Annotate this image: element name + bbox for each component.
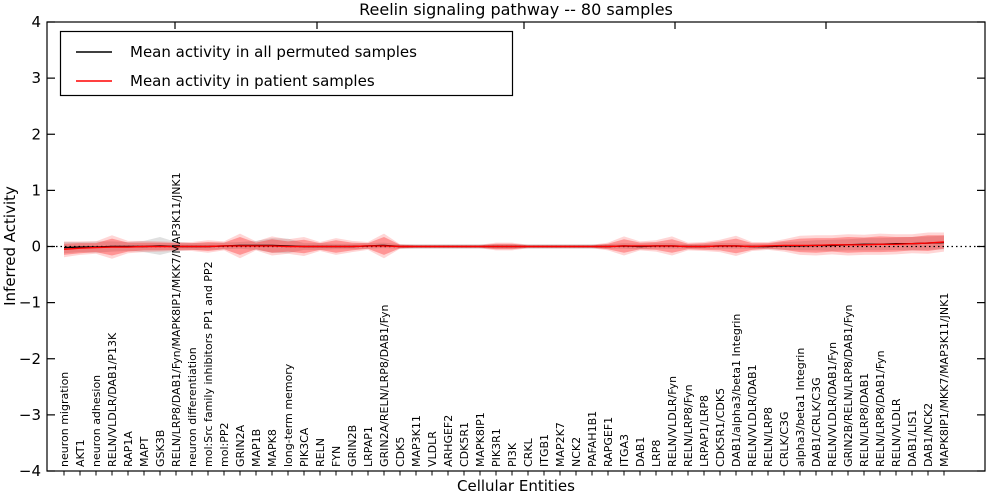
x-tick-label: PAFAH1B1 [586, 411, 599, 467]
x-tick-label: MAPK8 [266, 429, 279, 467]
x-tick-label: CRLK/C3G [778, 411, 791, 467]
x-tick-label: GRIN2A [234, 424, 247, 467]
plot-border [46, 21, 986, 472]
x-tick-label: CDK5R1 [458, 422, 471, 467]
x-tick-label: RELN/VLDLR/DAB1/P13K [106, 332, 119, 467]
x-tick-label: VLDLR [426, 431, 439, 467]
x-tick-label: MAP2K7 [554, 422, 567, 467]
x-tick-label: RELN/LRP8 [762, 407, 775, 467]
y-tick-label: −1 [19, 294, 41, 312]
x-tick-label: CDK5R1/CDK5 [714, 388, 727, 467]
x-tick-label: neuron migration [58, 372, 71, 467]
x-tick-label: ITGB1 [538, 434, 551, 467]
x-tick-label: RELN/LRP8/Fyn [682, 384, 695, 467]
x-tick-label: RAP1A [122, 431, 135, 467]
x-tick-label: NCK2 [570, 437, 583, 467]
x-tick-label: PIK3CA [298, 427, 311, 467]
x-tick-label: LRPAP1/LRP8 [698, 395, 711, 467]
legend-label-patient: Mean activity in patient samples [130, 72, 375, 90]
permuted-range-band [64, 235, 944, 255]
x-tick-label: GSK3B [154, 430, 167, 467]
y-tick-label: 0 [31, 238, 41, 256]
x-tick-label: alpha3/beta1 Integrin [794, 348, 807, 467]
x-tick-label: RELN/LRP8/DAB1/Fyn [874, 350, 887, 467]
x-tick-label: PI3K [506, 442, 519, 467]
x-tick-label: CRKL [522, 437, 535, 467]
y-axis-label: Inferred Activity [1, 186, 19, 306]
legend-label-permuted: Mean activity in all permuted samples [130, 43, 417, 61]
x-tick-label: RELN [314, 438, 327, 467]
x-tick-label: RELN/LRP8/DAB1/Fyn/MAPK8IP1/MKK7/MAP3K11… [170, 172, 183, 467]
x-tick-label: GRIN2B/RELN/LRP8/DAB1/Fyn [842, 304, 855, 467]
x-tick-label: MAPK8IP1/MKK7/MAP3K11/JNK1 [938, 293, 951, 467]
patient-range-inner-band [64, 235, 944, 256]
x-tick-label: AKT1 [74, 439, 87, 467]
chart-title: Reelin signaling pathway -- 80 samples [359, 0, 673, 19]
y-tick-label: 4 [31, 13, 41, 31]
legend: Mean activity in all permuted samples Me… [59, 30, 514, 97]
x-tick-label: MAP1B [250, 429, 263, 467]
x-tick-label: DAB1 [634, 437, 647, 467]
x-tick-label: ARHGEF2 [442, 415, 455, 467]
x-tick-label: PIK3R1 [490, 428, 503, 467]
x-tick-label: GRIN2A/RELN/LRP8/DAB1/Fyn [378, 304, 391, 467]
x-tick-label: GRIN2B [346, 425, 359, 467]
x-tick-label: RELN/VLDLR/Fyn [666, 376, 679, 467]
y-tick-label: 1 [31, 181, 41, 199]
x-tick-label: neuron differentiation [186, 347, 199, 467]
x-tick-label: long-term memory [282, 363, 295, 467]
x-tick-label: LRP8 [650, 440, 663, 467]
y-tick-label: 2 [31, 125, 41, 143]
legend-box [59, 30, 514, 97]
patient-mean-line [63, 241, 945, 250]
x-tick-label: mol:PP2 [218, 423, 231, 467]
x-tick-label: RELN/VLDLR/DAB1/Fyn [826, 342, 839, 467]
x-tick-label: DAB1/LIS1 [906, 410, 919, 467]
x-tick-label: MAPT [138, 436, 151, 467]
y-tick-label: −3 [19, 406, 41, 424]
y-tick-label: −4 [19, 462, 41, 480]
x-axis-label: Cellular Entities [457, 477, 575, 495]
patient-range-outer-band [64, 232, 944, 259]
x-tick-label: RELN/VLDLR/DAB1 [746, 364, 759, 467]
x-tick-label: RELN/VLDLR [890, 398, 903, 467]
x-tick-label: MAP3K11 [410, 415, 423, 467]
x-tick-label: CDK5 [394, 437, 407, 467]
x-tick-label: mol:Src family inhibitors PP1 and PP2 [202, 261, 215, 467]
x-tick-label: neuron adhesion [90, 375, 103, 467]
x-tick-label: RAPGEF1 [602, 417, 615, 467]
x-tick-label: DAB1/NCK2 [922, 403, 935, 467]
x-tick-label: DAB1/alpha3/beta1 Integrin [730, 314, 743, 467]
x-tick-label: FYN [330, 446, 343, 467]
x-tick-label: MAPK8IP1 [474, 412, 487, 467]
x-tick-label: LRPAP1 [362, 426, 375, 467]
x-tick-label: ITGA3 [618, 434, 631, 467]
y-tick-label: 3 [31, 69, 41, 87]
x-tick-label: DAB1/CRLK/C3G [810, 377, 823, 467]
y-tick-label: −2 [19, 350, 41, 368]
x-tick-label: RELN/LRP8/DAB1 [858, 373, 871, 467]
